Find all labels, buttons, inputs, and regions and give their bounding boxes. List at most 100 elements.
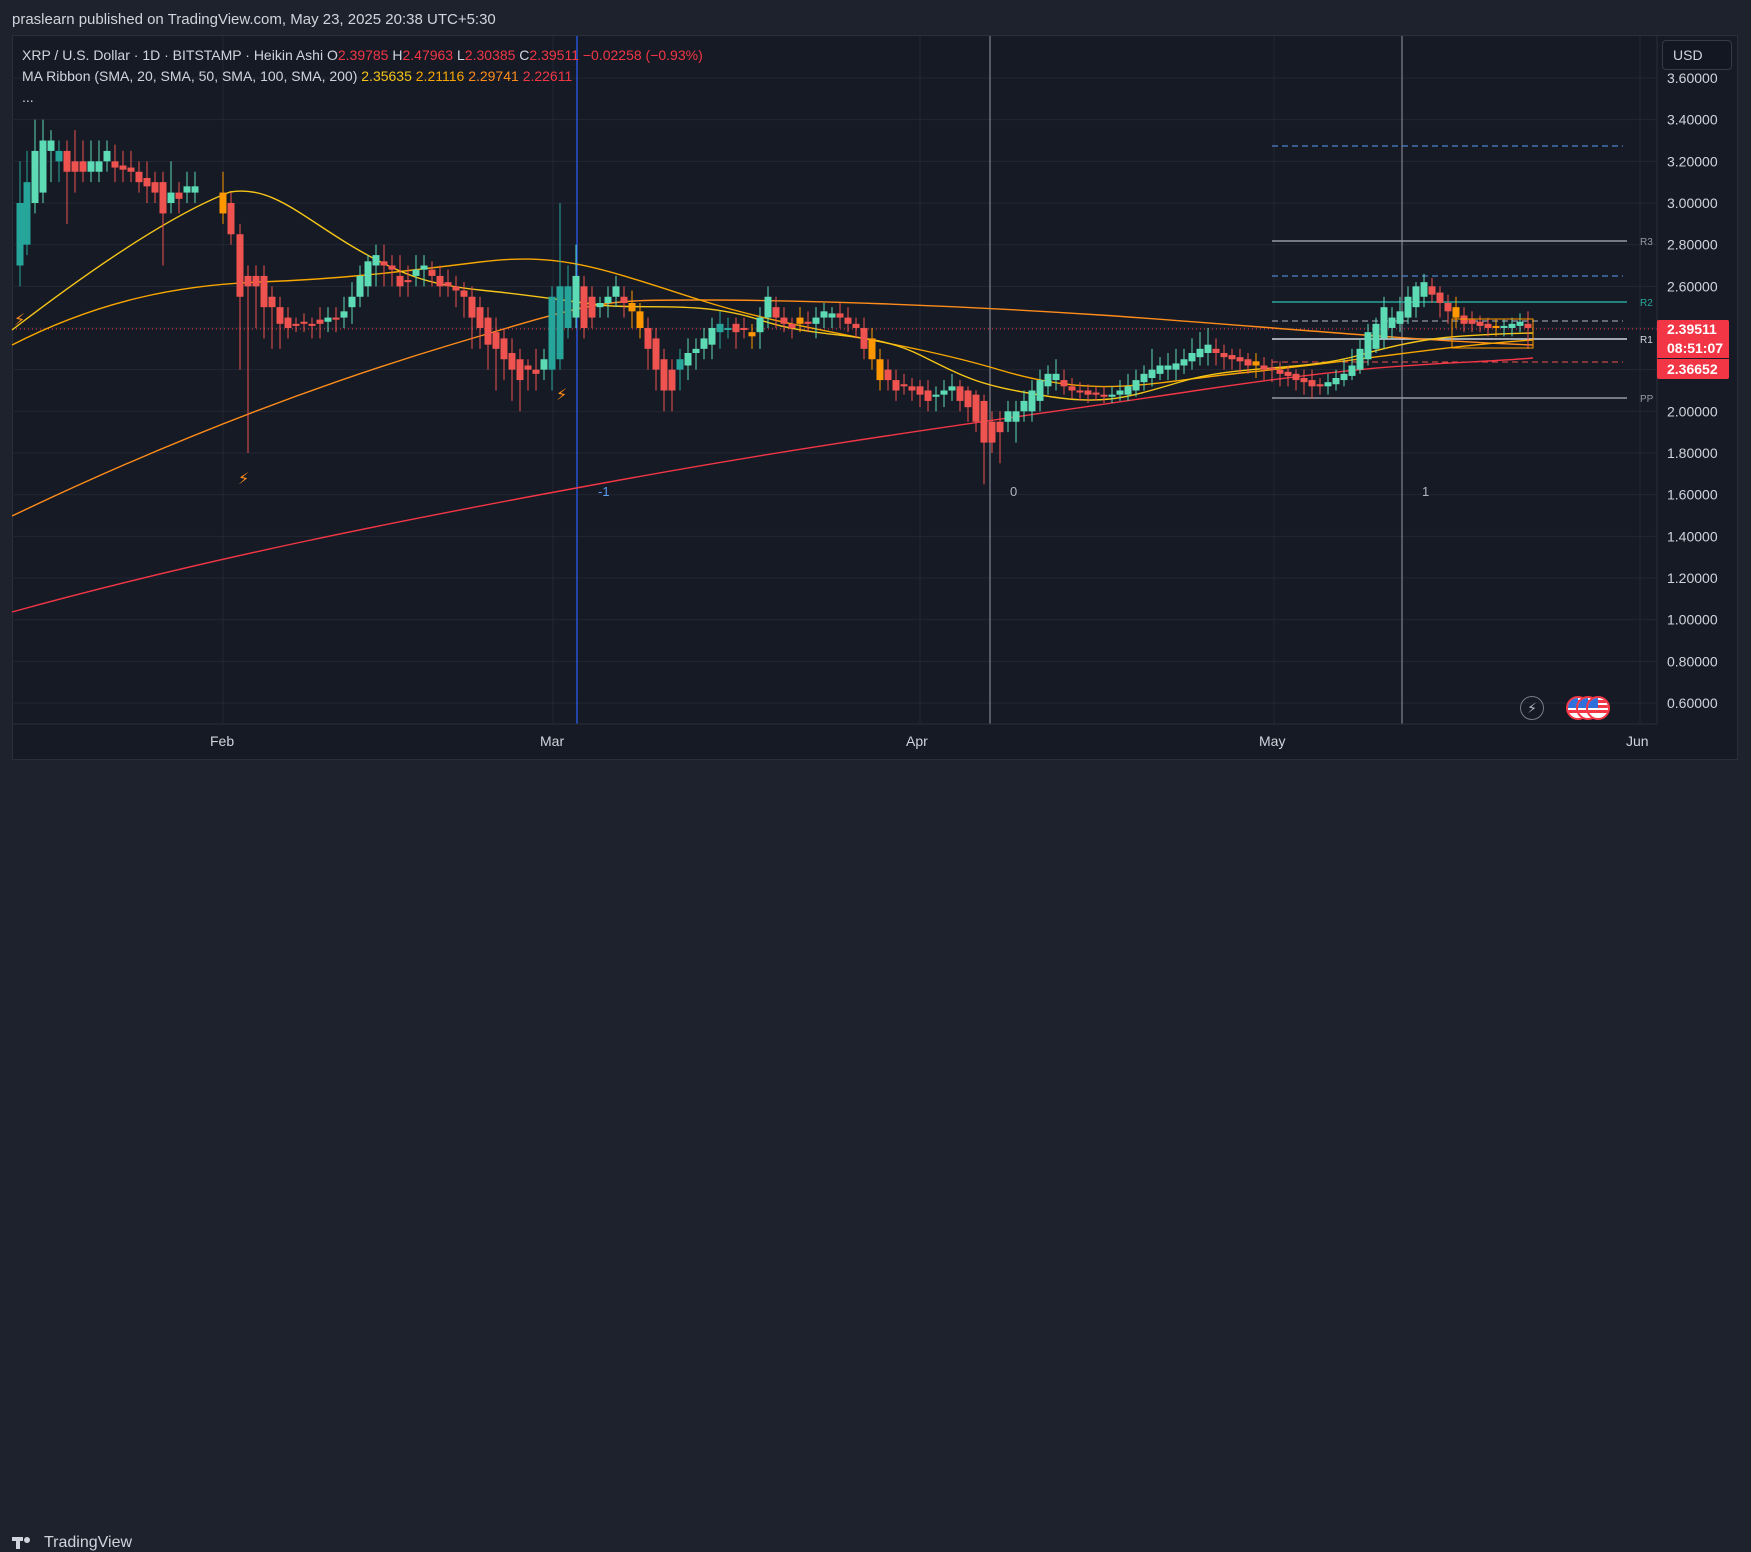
candle-body [79,161,87,172]
pivot-r1-label: R1 [1640,335,1653,346]
candle-body [1300,378,1308,383]
time-tick-may: May [1259,733,1285,749]
current-price-tag: 2.39511 [1657,320,1729,339]
price-tick: 1.40000 [1667,528,1718,544]
candle-body [1364,332,1372,360]
candle-body [1420,282,1428,297]
price-tick: 3.60000 [1667,70,1718,86]
candle-body [1220,353,1228,358]
candle-body [756,317,764,333]
legend-more-button[interactable]: ... [22,89,34,105]
candle-body [1244,359,1252,366]
candle-body [1332,378,1340,385]
candle-body [1092,392,1100,395]
candle-body [1444,303,1452,312]
lightning-toggle-icon[interactable]: ⚡ [1520,696,1544,720]
candle-body [236,234,244,297]
tradingview-brand[interactable]: TradingView [12,1534,132,1552]
candle-body [1196,348,1204,358]
time-tick-feb: Feb [210,733,234,749]
candle-body [276,307,284,324]
candle-body [724,328,732,330]
candle-body [16,203,24,266]
candle-body [516,359,524,381]
candle-body [1020,400,1028,412]
price-tick: 3.20000 [1667,153,1718,169]
candle-body [716,323,724,333]
events-flags[interactable] [1566,696,1614,720]
currency-button[interactable]: USD [1662,40,1732,70]
fib-cycle-label-minus1: -1 [598,484,610,499]
candle-body [1452,307,1460,318]
candle-body [1164,365,1172,370]
candle-body [1372,323,1380,349]
time-tick-apr: Apr [906,733,928,749]
candle-body [268,296,276,308]
candle-body [660,359,668,391]
candle-body [191,186,199,193]
candle-body [1500,325,1508,328]
candle-body [668,369,676,391]
candle-body [1428,286,1436,295]
candle-body [1276,369,1284,374]
candle-body [332,317,340,320]
top-bar: praslearn published on TradingView.com, … [0,0,1751,40]
candle-body [227,203,235,235]
candle-body [900,384,908,387]
ma50-value: 2.21116 [415,68,465,84]
price-chart[interactable]: -1 0 1 R3 R2 R1 PP ⚡ ⚡ ⚡ 3.600003.400003… [0,0,1751,803]
candle-body [932,394,940,397]
candle-body [1188,353,1196,362]
candle-body [972,394,980,422]
candle-body [1412,286,1420,308]
candle-body [1324,382,1332,387]
price-axis[interactable]: 3.60000 3.40000 3.20000 3.00000 2.80000 2.600… [1667,70,1718,711]
time-tick-jun: Jun [1626,733,1649,749]
candle-body [628,303,636,312]
candle-body [524,365,532,370]
candle-body [183,186,191,193]
ma-line [11,299,1534,517]
candle-body [708,328,716,345]
candle-body [796,317,804,324]
candle-body [127,167,135,172]
candle-body [948,386,956,391]
symbol-info[interactable]: XRP / U.S. Dollar · 1D · BITSTAMP · Heik… [22,47,324,63]
time-axis[interactable]: Feb Mar Apr May Jun [210,733,1649,749]
candle-body [356,275,364,297]
candle-body [219,192,227,214]
pivot-r3-label: R3 [1640,237,1653,248]
candle-body [740,328,748,330]
price-tick: 2.00000 [1667,403,1718,419]
time-tick-mar: Mar [540,733,564,749]
candle-body [420,265,428,270]
candle-body [788,323,796,328]
candle-body [1340,373,1348,381]
candle-body [1028,390,1036,412]
candle-body [103,150,111,162]
candle-body [428,269,436,276]
candle-body [340,311,348,318]
ma-ribbon-label[interactable]: MA Ribbon (SMA, 20, SMA, 50, SMA, 100, S… [22,68,358,84]
price-tick: 2.60000 [1667,278,1718,294]
candle-body [111,161,119,168]
candle-body [588,296,596,318]
candle-body [1508,323,1516,328]
candle-body [964,390,972,408]
candle-body [1124,386,1132,395]
candle-body [652,338,660,370]
candle-body [828,313,836,318]
candle-body [1148,369,1156,378]
candle-body [1460,315,1468,324]
price-tick: 1.20000 [1667,570,1718,586]
candle-body [1356,348,1364,370]
candle-body [1292,373,1300,381]
candle-body [1084,390,1092,395]
high-value: 2.47963 [402,47,454,63]
candle-body [1516,321,1524,326]
ma-line [11,258,1534,388]
candle-body [95,161,103,172]
candle-body [700,338,708,349]
candle-body [484,317,492,345]
candle-body [644,328,652,349]
